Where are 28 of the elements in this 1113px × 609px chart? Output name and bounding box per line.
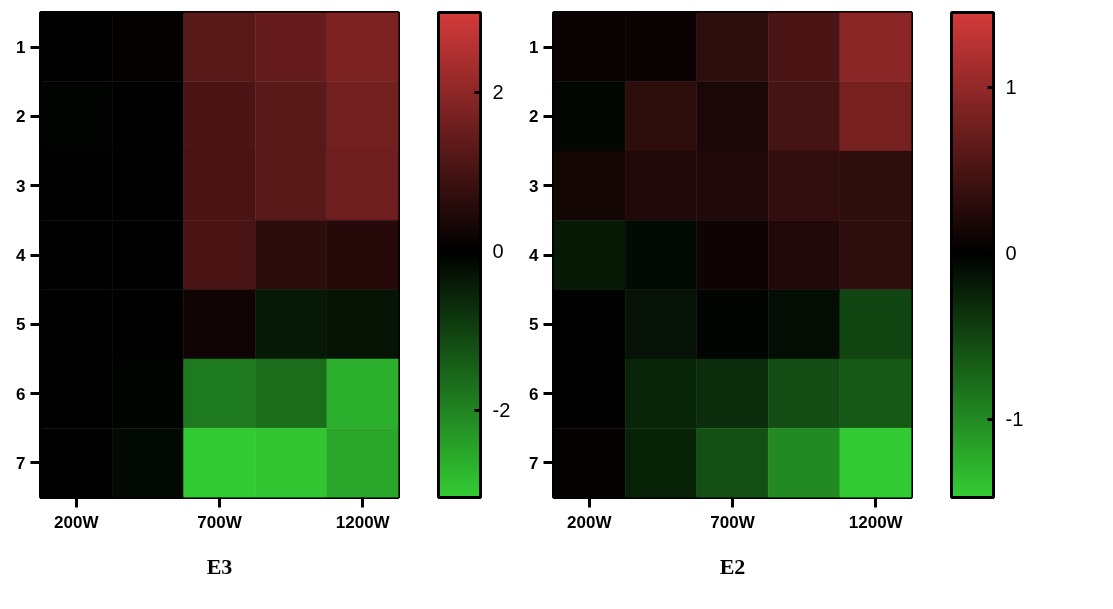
color-bar-label: -2 bbox=[492, 399, 511, 422]
color-bar-label: -1 bbox=[1005, 408, 1024, 431]
y-tick-label: 5 bbox=[16, 315, 26, 335]
y-tick-label: 6 bbox=[529, 384, 539, 404]
x-tick-label: 700W bbox=[197, 512, 243, 532]
x-tick-label: 1200W bbox=[335, 512, 391, 532]
y-tick-label: 6 bbox=[16, 384, 26, 404]
y-tick-label: 7 bbox=[16, 453, 26, 473]
text: E2 bbox=[719, 554, 746, 579]
y-tick-label: 1 bbox=[16, 38, 26, 58]
y-tick-label: 2 bbox=[16, 107, 26, 127]
y-tick-label: 4 bbox=[16, 246, 27, 265]
x-tick-label: 200W bbox=[54, 512, 100, 532]
text: E3 bbox=[206, 554, 233, 579]
x-tick-label: 1200W bbox=[848, 512, 904, 532]
color-bar-label: 1 bbox=[1005, 76, 1017, 99]
y-tick-label: 4 bbox=[529, 246, 540, 265]
y-tick-label: 1 bbox=[529, 38, 539, 58]
color-bar-label: 0 bbox=[1005, 242, 1017, 265]
y-tick-label: 5 bbox=[529, 315, 539, 335]
y-tick-label: 3 bbox=[16, 176, 26, 196]
x-tick-label: 200W bbox=[567, 512, 613, 532]
x-tick-label: 700W bbox=[710, 512, 756, 532]
color-bar-label: 2 bbox=[492, 81, 504, 104]
y-tick-label: 7 bbox=[529, 453, 539, 473]
y-tick-label: 2 bbox=[529, 107, 539, 127]
y-tick-label: 3 bbox=[529, 176, 539, 196]
color-bar-label: 0 bbox=[492, 240, 504, 263]
